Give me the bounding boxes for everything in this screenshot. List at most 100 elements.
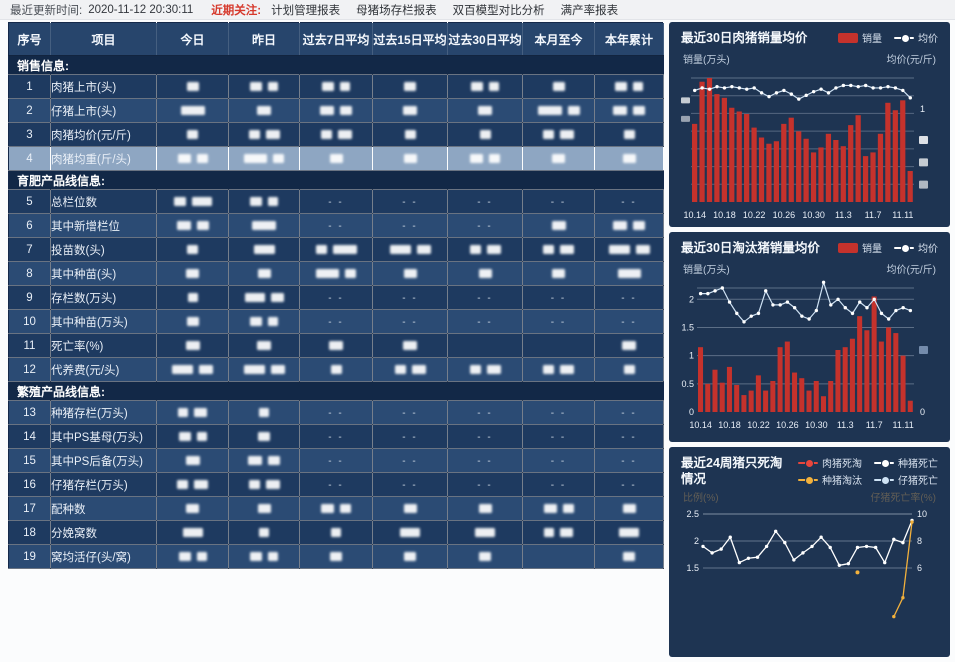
data-cell <box>372 357 448 382</box>
row-number: 18 <box>8 520 51 545</box>
table-row-3[interactable]: 3 肉猪均价(元/斤) <box>8 122 664 147</box>
legend-item-1[interactable]: 均价 <box>894 30 938 45</box>
svg-text:10.22: 10.22 <box>747 420 770 430</box>
report-link-2[interactable]: 双百模型对比分析 <box>452 4 545 17</box>
data-cell <box>372 237 448 262</box>
redacted-value <box>315 244 327 254</box>
redacted-value <box>332 244 357 254</box>
redacted-value <box>194 407 207 417</box>
table-row-19[interactable]: 19 窝均活仔(头/窝) <box>8 544 664 569</box>
svg-text:10.30: 10.30 <box>802 210 825 220</box>
redacted-value <box>248 455 262 465</box>
report-link-1[interactable]: 母猪场存栏报表 <box>356 4 437 17</box>
no-data-dashes: - - <box>328 220 344 232</box>
legend-item-3[interactable]: 仔猪死亡 <box>874 472 938 487</box>
redacted-value <box>244 292 265 302</box>
no-data-dashes: - - <box>402 220 418 232</box>
recent-focus-label: 近期关注: <box>211 4 262 17</box>
redacted-value <box>178 431 191 441</box>
redacted-value <box>253 244 275 254</box>
redacted-value <box>331 527 341 537</box>
redacted-value <box>257 268 271 278</box>
legend-item-0[interactable]: 销量 <box>838 240 882 255</box>
legend-label: 销量 <box>862 244 882 255</box>
data-cell <box>372 261 448 286</box>
bar-swatch-icon <box>838 32 858 43</box>
table-row-15[interactable]: 15 其中PS后备(万头) - - - - - - - - - - <box>8 448 664 473</box>
legend-item-0[interactable]: 肉猪死淘 <box>798 455 862 470</box>
redacted-value <box>478 503 492 513</box>
legend-item-1[interactable]: 种猪死亡 <box>874 455 938 470</box>
redacted-value <box>270 292 284 302</box>
redacted-value <box>196 220 209 230</box>
table-row-17[interactable]: 17 配种数 <box>8 496 664 521</box>
data-cell <box>372 544 448 569</box>
redacted-value <box>345 268 356 278</box>
data-cell <box>156 333 229 358</box>
redacted-value <box>617 268 641 278</box>
data-cell: - - <box>594 424 664 449</box>
redacted-value <box>265 129 280 139</box>
redacted-value <box>268 551 278 561</box>
data-cell <box>522 261 595 286</box>
legend-item-1[interactable]: 均价 <box>894 240 938 255</box>
table-row-18[interactable]: 18 分娩窝数 <box>8 520 664 545</box>
section-label: 育肥产品线信息: <box>8 170 664 190</box>
table-row-9[interactable]: 9 存栏数(万头) - - - - - - - - - - <box>8 285 664 310</box>
redacted-value <box>562 503 574 513</box>
table-row-12[interactable]: 12 代养费(元/头) <box>8 357 664 382</box>
redacted-value <box>404 551 416 561</box>
data-cell <box>228 98 300 123</box>
data-cell: - - <box>594 309 664 334</box>
report-link-3[interactable]: 满产率报表 <box>560 4 619 17</box>
redacted-value <box>316 268 339 278</box>
no-data-dashes: - - <box>550 431 567 443</box>
svg-text:10.26: 10.26 <box>776 420 799 430</box>
table-row-8[interactable]: 8 其中种苗(头) <box>8 261 664 286</box>
redacted-value <box>489 81 499 91</box>
redacted-value <box>560 129 574 139</box>
y-axis-left-label: 比例(%) <box>683 493 719 504</box>
table-row-13[interactable]: 13 种猪存栏(万头) - - - - - - - - - - <box>8 400 664 425</box>
table-row-6[interactable]: 6 其中新增栏位 - - - - - - <box>8 213 664 238</box>
y-axis-right-label: 仔猪死亡率(%) <box>870 493 936 504</box>
data-cell <box>447 237 523 262</box>
redacted-value <box>404 81 416 91</box>
table-row-14[interactable]: 14 其中PS基母(万头) - - - - - - - - - - <box>8 424 664 449</box>
data-cell <box>447 520 523 545</box>
no-data-dashes: - - <box>477 292 493 304</box>
chart-legend: 销量 均价 <box>838 30 938 45</box>
row-number: 4 <box>8 146 51 171</box>
legend-item-0[interactable]: 销量 <box>838 30 882 45</box>
row-label: 投苗数(头) <box>50 237 157 262</box>
report-link-0[interactable]: 计划管理报表 <box>271 4 341 17</box>
row-number: 13 <box>8 400 51 425</box>
redacted-value <box>257 105 271 115</box>
svg-text:0: 0 <box>920 407 925 417</box>
table-row-11[interactable]: 11 死亡率(%) <box>8 333 664 358</box>
table-row-1[interactable]: 1 肉猪上市(头) <box>8 74 664 99</box>
data-cell <box>447 98 523 123</box>
table-row-10[interactable]: 10 其中种苗(万头) - - - - - - - - - - <box>8 309 664 334</box>
legend-item-2[interactable]: 种猪淘汰 <box>798 472 862 487</box>
redacted-value <box>259 407 269 417</box>
table-row-2[interactable]: 2 仔猪上市(头) <box>8 98 664 123</box>
redacted-value <box>196 153 208 163</box>
data-cell <box>156 122 229 147</box>
redacted-value <box>471 81 483 91</box>
chart-title: 最近24周猪只死淘情况 <box>681 456 783 486</box>
table-row-16[interactable]: 16 仔猪存栏(万头) - - - - - - - - - - <box>8 472 664 497</box>
table-row-4[interactable]: 4 肉猪均重(斤/头) <box>8 146 664 171</box>
no-data-dashes: - - <box>328 479 344 491</box>
no-data-dashes: - - <box>402 316 418 328</box>
row-number: 7 <box>8 237 51 262</box>
redacted-value <box>622 153 636 163</box>
svg-text:1: 1 <box>920 104 925 114</box>
table-row-5[interactable]: 5 总栏位数 - - - - - - - - - - <box>8 189 664 214</box>
updated-time-value: 2020-11-12 20:30:11 <box>88 3 194 16</box>
table-row-7[interactable]: 7 投苗数(头) <box>8 237 664 262</box>
data-cell: - - <box>372 448 448 473</box>
redacted-value <box>321 503 334 513</box>
redacted-value <box>623 129 635 139</box>
data-cell <box>156 544 229 569</box>
